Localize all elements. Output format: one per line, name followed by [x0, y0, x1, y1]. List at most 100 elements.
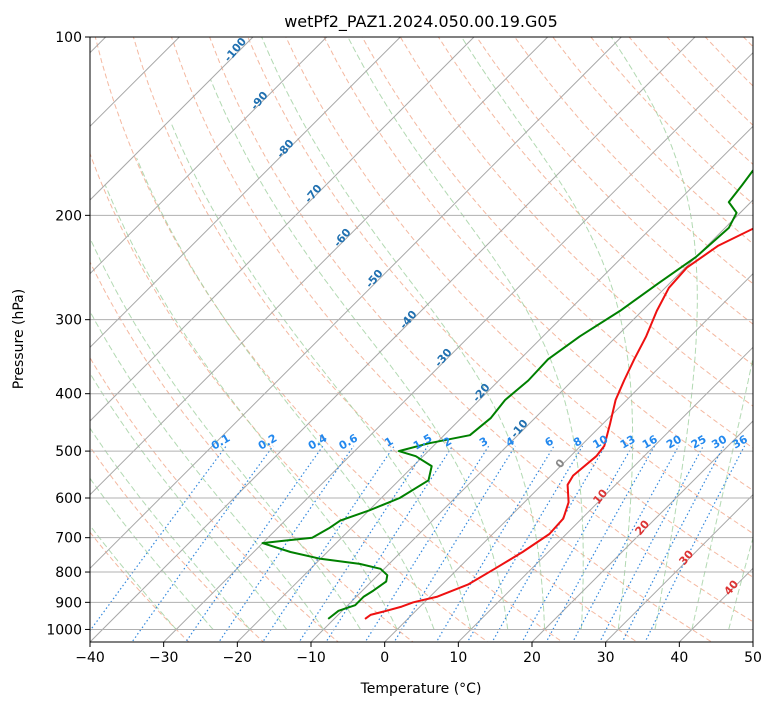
y-axis-title: Pressure (hPa)	[11, 289, 27, 389]
mixing-ratio-line	[90, 445, 227, 632]
moist-adiabat-line	[728, 536, 753, 630]
y-tick-label: 100	[55, 30, 82, 46]
y-tick-label: 200	[55, 208, 82, 224]
dry-adiabat-label: -60	[331, 226, 354, 250]
dry-adiabat-line	[90, 531, 190, 642]
mixing-ratio-line	[131, 445, 274, 642]
mixing-ratio-label: 1.5	[411, 432, 434, 453]
thermo-lines	[90, 32, 775, 642]
isotherm-line	[678, 567, 753, 642]
x-tick-label: −10	[296, 650, 326, 666]
mixing-ratio-line	[262, 445, 395, 642]
isotherm-line	[90, 37, 475, 422]
moist-adiabat-line	[90, 310, 324, 630]
mixing-ratio-line	[491, 445, 606, 642]
dry-adiabat-label: -80	[274, 137, 297, 161]
mixing-ratio-line	[621, 445, 725, 642]
mixing-ratio-label: 16	[640, 432, 660, 451]
mixing-ratio-line	[325, 445, 454, 642]
dry-adiabat-label: -90	[248, 89, 271, 113]
x-tick-label: 20	[523, 650, 541, 666]
y-tick-label: 300	[55, 313, 82, 329]
y-tick-label: 400	[55, 387, 82, 403]
x-tick-label: 50	[744, 650, 762, 666]
isotherm-line	[310, 199, 753, 642]
isotherm-line	[236, 125, 753, 642]
mixing-ratio-label: 20	[664, 432, 684, 451]
dry-adiabat-label: -50	[363, 267, 386, 291]
x-tick-label: 40	[670, 650, 688, 666]
moist-adiabat-line	[766, 32, 775, 630]
dry-adiabat-label: -100	[221, 35, 249, 65]
dry-adiabat-line	[437, 37, 753, 366]
moist-adiabat-line	[104, 185, 398, 630]
x-tick-label: −20	[223, 650, 253, 666]
dewpoint-line	[261, 169, 753, 620]
dry-adiabat-label: -70	[302, 182, 325, 206]
dry-adiabat-line	[90, 446, 265, 642]
isotherm-line	[90, 37, 401, 349]
dry-adiabat-label: -40	[397, 308, 420, 332]
mixing-ratio-line	[218, 445, 355, 642]
moist-adiabat-label: 0	[553, 456, 568, 470]
mixing-ratio-line	[545, 445, 656, 642]
isotherm-line	[90, 37, 622, 570]
mixing-ratio-label: 0.4	[306, 431, 330, 452]
dry-adiabat-line	[323, 37, 753, 491]
y-tick-label: 500	[55, 444, 82, 460]
dry-adiabat-label: -20	[470, 381, 493, 405]
isotherm-line	[531, 420, 753, 642]
dry-adiabat-line	[514, 37, 753, 285]
mixing-ratio-label: 30	[709, 432, 729, 451]
y-tick-label: 800	[55, 565, 82, 581]
temperature-line	[364, 227, 753, 620]
y-tick-label: 900	[55, 595, 82, 611]
isotherm-line	[605, 493, 753, 642]
dry-adiabat-line	[171, 37, 713, 642]
moist-adiabat-label: 30	[676, 547, 696, 567]
mixing-ratio-label: 6	[543, 434, 556, 449]
dry-adiabat-line	[552, 37, 753, 245]
mixing-ratio-line	[466, 445, 584, 642]
y-tick-label: 600	[55, 491, 82, 507]
mixing-ratio-label: 13	[618, 433, 638, 452]
moist-adiabat-label: 40	[721, 577, 741, 597]
x-tick-label: −40	[75, 650, 105, 666]
isotherm-line	[90, 37, 696, 642]
x-tick-label: −30	[149, 650, 179, 666]
dry-adiabat-line	[399, 37, 753, 407]
dry-adiabat-line	[90, 356, 339, 642]
y-tick-label: 700	[55, 531, 82, 547]
mixing-ratio-label: 25	[689, 433, 709, 452]
dry-adiabat-line	[247, 37, 753, 578]
mixing-ratio-line	[644, 445, 746, 642]
mixing-ratio-line	[185, 445, 324, 642]
profile-lines	[261, 169, 753, 620]
isotherm-line	[163, 51, 753, 642]
moist-adiabat-label: 20	[632, 517, 652, 537]
moist-adiabat-line	[461, 37, 634, 630]
x-tick-label: 30	[597, 650, 615, 666]
y-axis: 1000 900 800 700 600 500 400 300 200 100	[46, 30, 90, 638]
dry-adiabat-line	[90, 260, 414, 642]
mixing-ratio-line	[393, 445, 516, 642]
moist-adiabat-line	[170, 123, 472, 630]
x-axis-title: Temperature (°C)	[360, 681, 482, 697]
dry-adiabat-label: -30	[432, 346, 455, 370]
moist-adiabat-line	[90, 477, 214, 630]
x-tick-label: 10	[449, 650, 467, 666]
x-tick-label: 0	[380, 650, 389, 666]
moist-adiabat-line	[610, 37, 698, 630]
pressure-grid	[90, 37, 753, 630]
dry-adiabat-line	[132, 37, 638, 642]
mixing-ratio-line	[298, 445, 429, 642]
y-tick-label: 1000	[46, 622, 82, 638]
mixing-ratio-label: 2	[441, 435, 454, 450]
dry-adiabat-line	[704, 37, 753, 87]
isotherm-line	[457, 346, 753, 642]
x-axis: −40 −30 −20 −10 0 10 20 30 40 50	[75, 642, 762, 666]
isotherm-line	[752, 641, 753, 642]
dry-adiabat-line	[743, 37, 753, 48]
plot-frame	[89, 36, 754, 643]
